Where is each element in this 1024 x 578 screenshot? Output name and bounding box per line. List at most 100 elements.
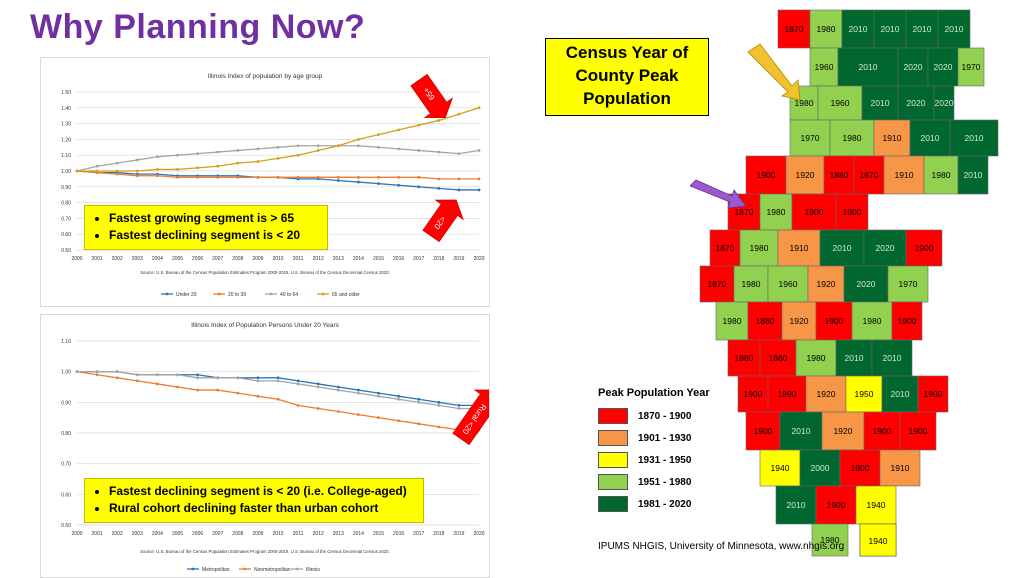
data-point xyxy=(236,149,240,152)
age-group-chart-svg: Illinois Index of population by age grou… xyxy=(61,73,485,298)
county xyxy=(879,449,921,487)
data-point xyxy=(357,175,360,179)
county-year-label: 1920 xyxy=(817,279,836,289)
county xyxy=(861,85,899,121)
county-year-label: 1960 xyxy=(815,62,834,72)
y-tick-label: 0.50 xyxy=(61,523,71,529)
county-year-label: 2020 xyxy=(935,98,954,108)
x-tick-label: 2012 xyxy=(313,531,324,537)
county xyxy=(767,375,807,413)
county xyxy=(747,301,783,341)
data-point xyxy=(397,147,400,151)
data-point xyxy=(417,185,421,189)
y-tick-label: 0.90 xyxy=(61,400,71,406)
data-point xyxy=(296,144,300,148)
county xyxy=(777,9,811,49)
map-title-box: Census Year of County Peak Population xyxy=(545,38,709,116)
county-year-label: 2000 xyxy=(811,463,830,473)
age-group-chart: Illinois Index of population by age grou… xyxy=(40,57,490,307)
legend-marker xyxy=(269,292,273,296)
county xyxy=(737,375,769,413)
x-tick-label: 2011 xyxy=(293,531,304,537)
legend-label: 20 to 39 xyxy=(228,292,246,298)
x-tick-label: 2000 xyxy=(71,256,82,262)
data-point xyxy=(256,379,260,383)
x-tick-label: 2010 xyxy=(272,531,283,537)
data-point xyxy=(276,376,280,380)
data-point xyxy=(236,376,240,380)
data-point xyxy=(216,150,220,154)
county xyxy=(957,47,985,87)
county xyxy=(927,47,959,87)
data-point xyxy=(417,175,421,179)
county xyxy=(883,155,925,195)
data-point xyxy=(196,373,200,377)
x-tick-label: 2004 xyxy=(152,531,163,537)
x-tick-label: 2002 xyxy=(112,256,123,262)
x-tick-label: 2009 xyxy=(252,531,263,537)
county-year-label: 2010 xyxy=(792,426,811,436)
county-year-label: 2020 xyxy=(934,62,953,72)
x-tick-label: 2010 xyxy=(272,256,283,262)
data-point xyxy=(95,164,99,168)
data-point xyxy=(397,419,400,423)
legend-marker xyxy=(191,567,195,571)
data-point xyxy=(316,144,320,148)
legend-swatch xyxy=(598,408,628,424)
data-point xyxy=(135,373,139,377)
county-year-label: 2020 xyxy=(857,279,876,289)
county-year-label: 1870 xyxy=(860,170,879,180)
data-point xyxy=(437,177,441,181)
county-year-label: 2010 xyxy=(849,24,868,34)
county-year-label: 1960 xyxy=(831,98,850,108)
data-point xyxy=(457,404,461,407)
legend-label: 1870 - 1900 xyxy=(638,410,692,422)
data-point xyxy=(196,175,200,179)
county-year-label: 2020 xyxy=(904,62,923,72)
data-point xyxy=(336,144,340,148)
y-tick-label: 0.90 xyxy=(61,185,71,191)
county xyxy=(759,193,793,231)
county xyxy=(891,301,923,341)
chart-source: Source: U.S. Bureau of the Census Popula… xyxy=(140,270,390,275)
data-point xyxy=(135,379,139,383)
data-point xyxy=(75,370,79,374)
data-point xyxy=(176,373,179,377)
x-tick-label: 2001 xyxy=(92,256,103,262)
x-tick-label: 2017 xyxy=(413,531,424,537)
county-year-label: 2010 xyxy=(787,500,806,510)
under-20-chart-svg: Illinois Index of Population Persons Und… xyxy=(61,322,489,573)
x-tick-label: 2016 xyxy=(393,256,404,262)
data-point xyxy=(156,174,159,178)
county xyxy=(709,229,741,267)
chart-title: Illinois Index of Population Persons Und… xyxy=(191,322,340,329)
county xyxy=(811,523,849,557)
y-tick-label: 0.60 xyxy=(61,232,71,238)
callout-line: Fastest declining segment is < 20 (i.e. … xyxy=(109,483,413,500)
data-point xyxy=(377,175,380,179)
age-group-callout: Fastest growing segment is > 65 Fastest … xyxy=(84,205,328,250)
x-tick-label: 2006 xyxy=(192,256,203,262)
x-tick-label: 2003 xyxy=(132,531,143,537)
callout-line: Rural cohort declining faster than urban… xyxy=(109,500,413,517)
county xyxy=(917,375,949,413)
data-point xyxy=(196,152,200,156)
data-point xyxy=(357,391,360,395)
data-point xyxy=(417,422,421,426)
x-tick-label: 2009 xyxy=(252,256,263,262)
county xyxy=(899,411,937,451)
county-year-label: 2020 xyxy=(876,243,895,253)
county xyxy=(777,229,821,267)
data-point xyxy=(437,400,441,404)
data-point xyxy=(176,168,179,171)
data-point xyxy=(156,382,159,386)
legend-marker xyxy=(165,292,169,296)
data-point xyxy=(276,379,280,383)
x-tick-label: 2004 xyxy=(152,256,163,262)
y-tick-label: 1.40 xyxy=(61,106,71,112)
data-point xyxy=(417,123,421,127)
data-point xyxy=(316,175,320,179)
data-point xyxy=(437,425,441,429)
data-point xyxy=(276,175,280,179)
x-tick-label: 2006 xyxy=(192,531,203,537)
